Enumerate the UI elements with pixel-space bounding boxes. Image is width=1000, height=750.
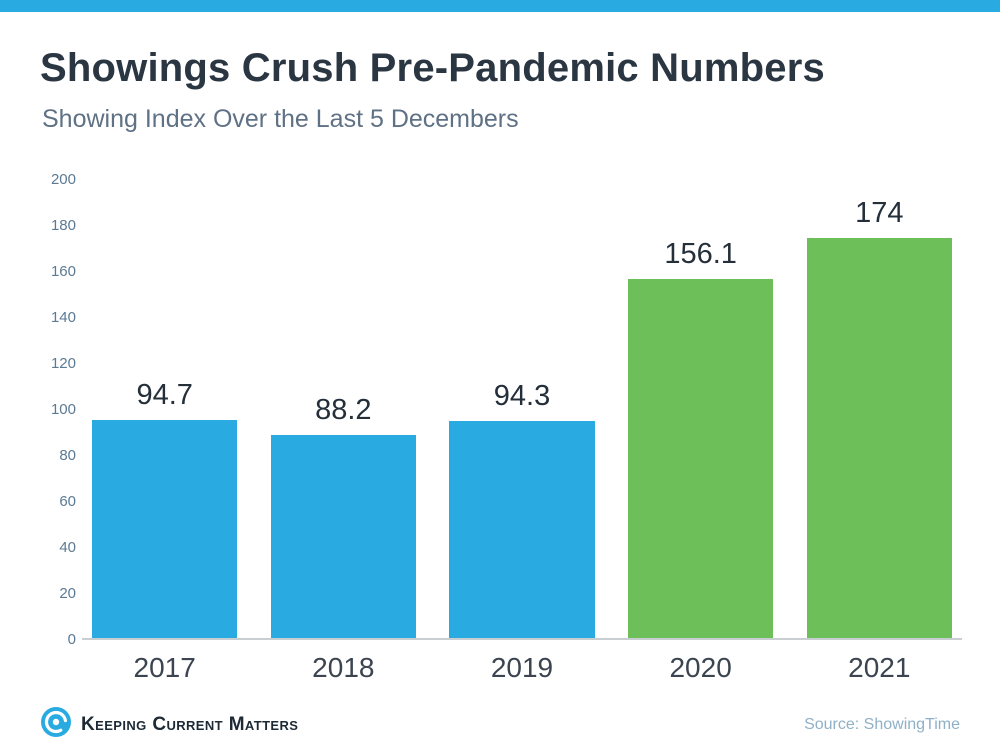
bar-2017 xyxy=(92,420,238,638)
x-axis-label: 2018 xyxy=(312,652,375,683)
x-axis-label: 2021 xyxy=(848,652,911,683)
bar-chart: 0 20 40 60 80 100 120 140 160 180 200 94.7 2017 88.2… xyxy=(40,171,962,683)
accent-strip xyxy=(0,0,1000,12)
bar-group-2019: 94.3 2019 xyxy=(449,180,595,683)
bar-group-2017: 94.7 2017 xyxy=(92,180,238,683)
source-text: Source: ShowingTime xyxy=(804,715,960,733)
bar-2021 xyxy=(806,237,952,638)
brand: Keeping Current Matters xyxy=(40,706,298,743)
plot-area: 94.7 2017 88.2 2018 94.3 2019 156.1 2020 174 2021 xyxy=(82,180,962,683)
bar-group-2020: 156.1 2020 xyxy=(627,180,774,683)
y-tick-label: 60 xyxy=(59,493,76,510)
bar-group-2018: 88.2 2018 xyxy=(270,180,416,683)
bar-value-label: 174 xyxy=(855,196,904,229)
y-tick-label: 80 xyxy=(59,447,76,464)
bar-2019 xyxy=(449,421,595,638)
kcm-logo-icon xyxy=(40,706,72,743)
bar-value-label: 94.7 xyxy=(136,379,193,412)
page-title: Showings Crush Pre-Pandemic Numbers xyxy=(40,46,825,90)
y-tick-label: 120 xyxy=(50,355,76,372)
bar-value-label: 156.1 xyxy=(664,237,737,270)
y-tick-label: 0 xyxy=(67,631,76,648)
brand-name: Keeping Current Matters xyxy=(81,713,299,735)
footer: Keeping Current Matters Source: ShowingT… xyxy=(40,706,960,743)
page-subtitle: Showing Index Over the Last 5 Decembers xyxy=(42,105,519,133)
bar-2018 xyxy=(270,435,416,638)
bar-2020 xyxy=(627,278,774,638)
y-tick-label: 100 xyxy=(50,401,76,418)
y-tick-label: 40 xyxy=(59,539,76,556)
y-tick-label: 200 xyxy=(50,171,76,188)
y-tick-label: 20 xyxy=(59,585,76,602)
x-axis-label: 2019 xyxy=(490,652,554,683)
y-tick-label: 160 xyxy=(50,263,76,280)
y-tick-label: 180 xyxy=(50,217,76,234)
y-axis: 0 20 40 60 80 100 120 140 160 180 200 xyxy=(40,171,82,648)
bar-group-2021: 174 2021 xyxy=(806,180,952,683)
x-axis-label: 2017 xyxy=(133,652,196,683)
bar-value-label: 94.3 xyxy=(493,380,551,413)
y-tick-label: 140 xyxy=(50,309,76,326)
x-axis-label: 2020 xyxy=(669,652,732,683)
bar-value-label: 88.2 xyxy=(315,394,372,427)
